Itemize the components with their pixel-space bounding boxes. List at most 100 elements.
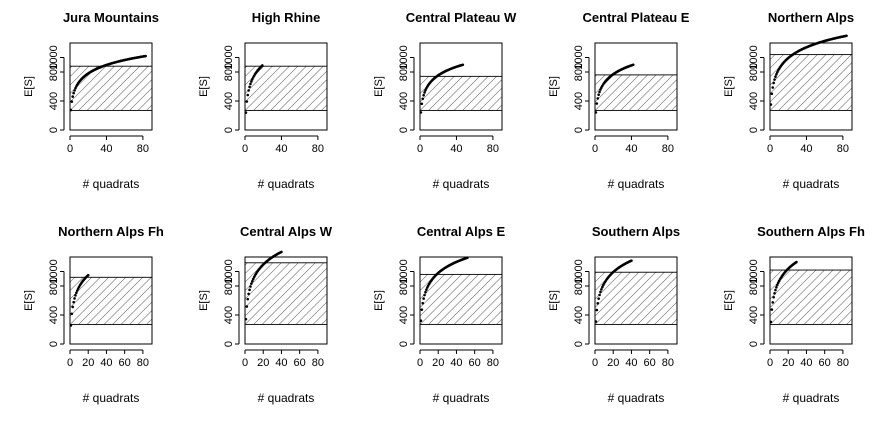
y-tick-label: 0 xyxy=(398,127,410,133)
y-tick-label: 1000 xyxy=(223,259,235,283)
y-tick-label: 400 xyxy=(48,306,60,324)
null-range-band xyxy=(69,65,153,111)
curve-point xyxy=(770,92,774,96)
y-tick-label: 1000 xyxy=(573,45,585,69)
x-axis-label: # quadrats xyxy=(783,177,840,191)
null-range-band xyxy=(244,262,328,325)
y-axis-label: E[S] xyxy=(198,290,210,311)
curve-point xyxy=(71,95,75,98)
x-axis-label: # quadrats xyxy=(783,391,840,405)
curve-point xyxy=(771,301,775,304)
x-axis-label: # quadrats xyxy=(608,391,665,405)
y-axis-label: E[S] xyxy=(373,290,385,311)
y-tick-label: 800 xyxy=(573,277,585,295)
curve-point xyxy=(594,320,598,323)
y-tick-label: 0 xyxy=(748,341,760,347)
chart-panel: Northern Alps Fh0 20 40 60 8004008001000E[S]… xyxy=(23,224,164,405)
accumulation-curve xyxy=(419,63,465,114)
y-tick-label: 1000 xyxy=(48,259,60,283)
plot-frame xyxy=(419,42,503,131)
curve-point xyxy=(247,292,250,296)
curve-point xyxy=(597,93,600,97)
null-range-band xyxy=(419,273,503,325)
y-tick-label: 0 xyxy=(223,127,235,133)
y-tick-label: 400 xyxy=(223,92,235,110)
plot-frame xyxy=(594,42,678,131)
plot-frame xyxy=(419,256,503,345)
x-tick-label: 20 xyxy=(782,357,794,369)
chart-panel: Central Alps W0 20 40 60 8004008001000E[S]# … xyxy=(198,224,333,405)
accumulation-curve xyxy=(419,256,469,323)
y-axis-label: E[S] xyxy=(23,290,35,311)
x-tick-label: 40 xyxy=(275,357,287,369)
y-tick-label: 1000 xyxy=(398,259,410,283)
chart-title: Central Plateau W xyxy=(406,10,517,25)
accumulation-curve xyxy=(769,34,848,106)
y-axis-label: E[S] xyxy=(723,76,735,97)
x-tick-label: 60 xyxy=(644,357,656,369)
accumulation-curve xyxy=(69,273,90,327)
curve-point xyxy=(75,289,79,292)
x-tick-label: 20 xyxy=(607,357,619,369)
y-tick-label: 1000 xyxy=(48,45,60,69)
curve-point xyxy=(424,290,427,294)
curve-point xyxy=(770,308,774,311)
curve-point xyxy=(597,297,600,300)
x-tick-label: 40 xyxy=(625,357,637,369)
curve-point xyxy=(246,297,250,301)
y-tick-label: 0 xyxy=(573,127,585,133)
curve-point xyxy=(75,291,78,295)
y-tick-label: 400 xyxy=(748,306,760,324)
curve-point xyxy=(594,111,598,114)
curve-point xyxy=(769,320,773,324)
y-tick-label: 400 xyxy=(573,92,585,110)
curve-point xyxy=(423,91,426,94)
curve-point xyxy=(246,93,250,97)
x-tick-label: 40 xyxy=(800,357,812,369)
x-tick-label: 60 xyxy=(469,357,481,369)
x-tick-label: 40 xyxy=(100,357,112,369)
chart-title: Central Alps W xyxy=(240,224,333,239)
chart-title: Southern Alps xyxy=(592,224,680,239)
y-axis-label: E[S] xyxy=(373,76,385,97)
y-tick-label: 400 xyxy=(748,92,760,110)
y-tick-label: 800 xyxy=(223,63,235,81)
plot-frame xyxy=(594,256,678,345)
null-range-band xyxy=(69,276,153,325)
y-tick-label: 1000 xyxy=(748,45,760,69)
x-tick-label: 60 xyxy=(819,357,831,369)
curve-point xyxy=(73,297,76,300)
chart-title: Southern Alps Fh xyxy=(757,224,865,239)
y-tick-label: 400 xyxy=(573,306,585,324)
x-tick-label: 80 xyxy=(487,143,499,155)
curve-point xyxy=(72,91,75,95)
y-tick-label: 800 xyxy=(223,277,235,295)
chart-title: Central Alps E xyxy=(417,224,506,239)
y-tick-label: 1000 xyxy=(573,259,585,283)
x-tick-label: 80 xyxy=(487,357,499,369)
x-tick-label: 0 xyxy=(767,357,773,369)
null-range-band xyxy=(594,271,678,325)
curve-point xyxy=(419,319,423,323)
curve-point xyxy=(600,285,604,289)
curve-point xyxy=(249,285,252,288)
x-tick-label: 0 xyxy=(242,143,248,155)
x-tick-label: 80 xyxy=(837,143,849,155)
curve-point xyxy=(769,103,773,106)
curve-point xyxy=(247,89,250,92)
chart-title: High Rhine xyxy=(252,10,321,25)
curve-point xyxy=(631,63,635,67)
curve-point xyxy=(423,293,426,297)
chart-title: Central Plateau E xyxy=(583,10,690,25)
y-axis-label: E[S] xyxy=(548,290,560,311)
curve-point xyxy=(245,100,249,103)
x-tick-label: 80 xyxy=(312,143,324,155)
y-tick-label: 800 xyxy=(573,63,585,81)
x-tick-label: 0 xyxy=(67,143,73,155)
x-tick-label: 0 xyxy=(592,357,598,369)
x-tick-label: 80 xyxy=(137,143,149,155)
plot-frame xyxy=(244,256,328,345)
y-tick-label: 800 xyxy=(398,63,410,81)
